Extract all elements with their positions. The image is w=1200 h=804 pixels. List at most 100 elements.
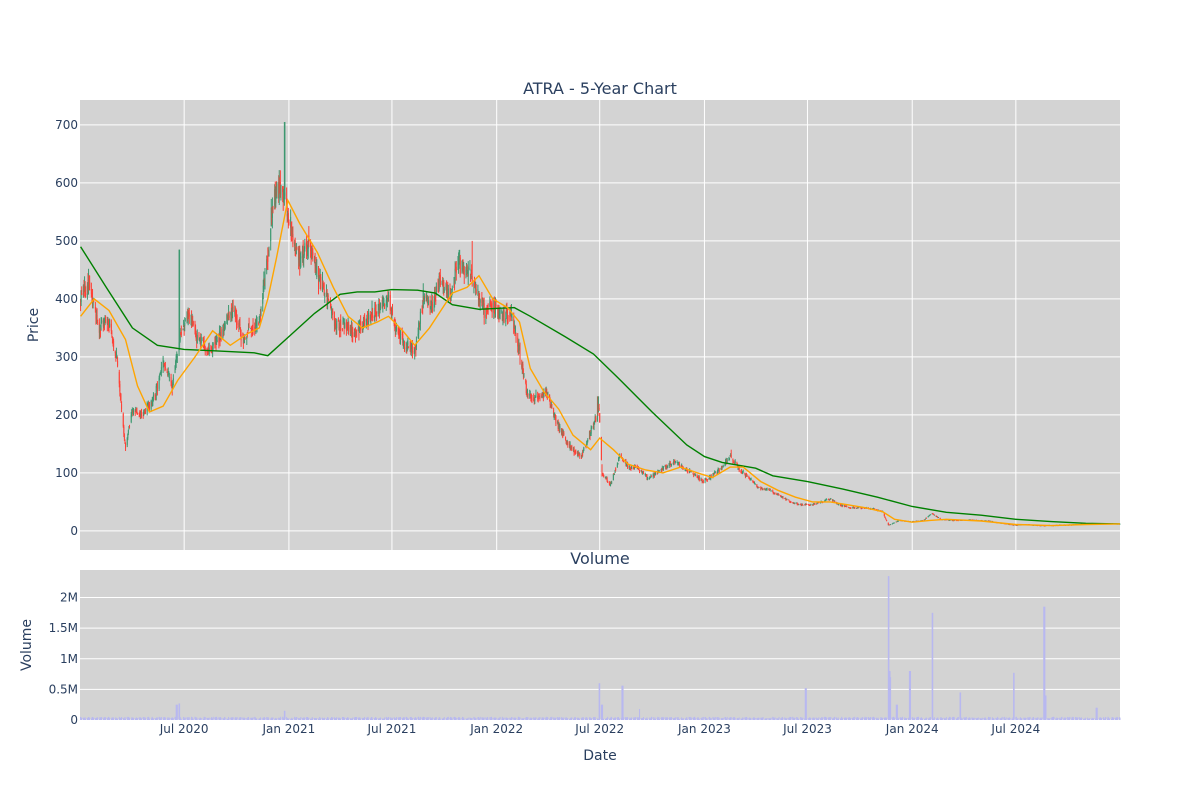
candle-body — [765, 489, 767, 490]
volume-bar — [162, 718, 164, 720]
volume-bar — [503, 717, 505, 720]
candle-body — [514, 327, 516, 331]
volume-bar — [869, 717, 871, 720]
candle-body — [458, 257, 460, 260]
volume-bar — [497, 718, 499, 720]
volume-bar — [152, 718, 154, 720]
candle-body — [884, 517, 886, 519]
candle-body — [757, 486, 759, 488]
volume-bar — [138, 717, 140, 720]
volume-bar — [668, 718, 670, 720]
volume-bar — [553, 717, 555, 720]
volume-bar — [159, 717, 161, 720]
volume-bar — [132, 717, 134, 720]
candle-body — [266, 259, 268, 271]
volume-bar — [892, 717, 894, 720]
candle-body — [817, 502, 819, 504]
volume-bar — [593, 718, 595, 720]
volume-bar — [778, 716, 780, 720]
volume-bar — [562, 718, 564, 720]
candle-body — [278, 181, 280, 199]
volume-bar — [595, 718, 597, 720]
candle-body — [224, 325, 226, 329]
candle-body — [658, 471, 660, 472]
candle-body — [515, 333, 517, 339]
volume-bar — [1029, 716, 1031, 720]
candle-body — [115, 354, 117, 359]
candle-body — [593, 424, 595, 428]
candle-body — [295, 248, 297, 251]
volume-bar — [816, 718, 818, 720]
volume-bar — [1069, 716, 1071, 720]
candle-body — [202, 338, 204, 341]
volume-bar — [438, 718, 440, 720]
volume-bar — [672, 718, 674, 720]
volume-bar — [845, 718, 847, 720]
candle-body — [415, 346, 417, 351]
candle-body — [129, 426, 131, 427]
candle-body — [773, 492, 775, 494]
candle-body — [620, 455, 622, 457]
volume-bar — [533, 717, 535, 720]
volume-bar — [114, 718, 116, 720]
candle-body — [109, 319, 111, 327]
volume-bar — [254, 716, 256, 720]
volume-bar — [171, 717, 173, 720]
volume-bar — [110, 718, 112, 720]
volume-bar — [805, 688, 807, 720]
volume-bar — [498, 717, 500, 720]
candle-body — [228, 315, 230, 318]
candle-body — [798, 504, 800, 506]
candle-body — [786, 499, 788, 500]
volume-bar — [466, 718, 468, 720]
volume-bar — [455, 717, 457, 720]
volume-bar — [1075, 717, 1077, 720]
volume-bar — [953, 716, 955, 720]
volume-bar — [133, 718, 135, 720]
volume-bar — [1039, 717, 1041, 720]
candle-body — [299, 249, 301, 267]
candle-body — [159, 372, 161, 374]
volume-bar — [769, 718, 771, 720]
candle-body — [162, 357, 164, 369]
volume-bar — [215, 716, 217, 720]
candle-body — [688, 471, 690, 473]
volume-bar — [788, 717, 790, 720]
volume-bar — [234, 717, 236, 720]
volume-bar — [101, 717, 103, 720]
volume-bar — [1036, 717, 1038, 720]
volume-bar — [738, 718, 740, 720]
volume-bar — [102, 718, 104, 720]
candle-body — [449, 287, 451, 296]
candle-body — [263, 278, 265, 284]
volume-bar — [549, 718, 551, 720]
volume-bar — [626, 717, 628, 720]
volume-bar — [1017, 718, 1019, 720]
candle-body — [744, 472, 746, 474]
volume-bar — [808, 718, 810, 720]
volume-bar — [511, 717, 513, 720]
volume-bar — [442, 718, 444, 720]
volume-bar — [713, 717, 715, 720]
candle-body — [438, 285, 440, 292]
volume-bar — [509, 717, 511, 720]
candle-body — [395, 328, 397, 333]
volume-bar — [151, 717, 153, 720]
volume-bar — [640, 718, 642, 720]
volume-bar — [423, 717, 425, 720]
volume-bar — [633, 717, 635, 720]
candle-body — [574, 452, 576, 454]
candle-body — [850, 507, 852, 509]
volume-bar — [781, 716, 783, 720]
volume-bar — [1099, 717, 1101, 720]
date-x-tick-label: Jul 2021 — [367, 722, 417, 736]
volume-bar — [629, 718, 631, 720]
volume-bar — [230, 717, 232, 720]
volume-bar — [319, 716, 321, 720]
candle-body — [220, 331, 222, 338]
volume-bar — [861, 717, 863, 720]
candle-body — [368, 312, 370, 320]
candle-body — [752, 481, 754, 482]
candle-body — [631, 466, 633, 468]
candle-body — [224, 322, 226, 329]
